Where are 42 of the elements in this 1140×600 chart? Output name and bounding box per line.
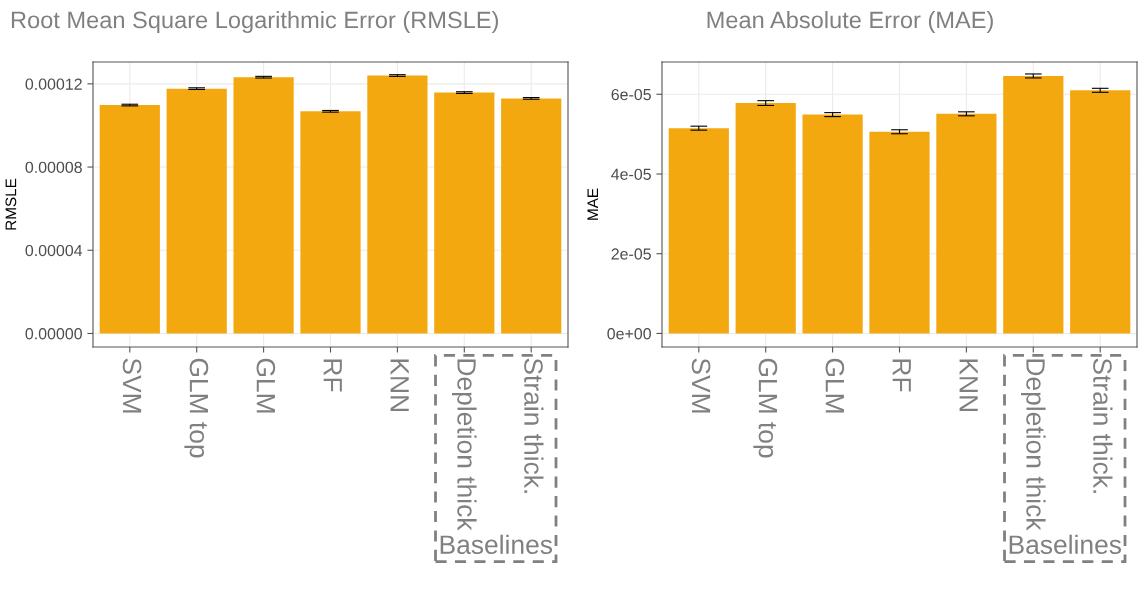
text: Baselines — [1009, 534, 1122, 555]
bar — [166, 88, 227, 334]
x-tick-label: Depletion thick — [452, 359, 477, 531]
y-axis-title: MAE — [587, 188, 598, 220]
x-tick-label: Strain thick. — [524, 358, 544, 493]
bar — [869, 131, 930, 334]
x-tick-label: GLM top — [753, 358, 778, 458]
y-tick-label: 4e-05 — [611, 168, 651, 180]
x-tick-label: RF — [892, 359, 911, 392]
y-tick-label: 2e-05 — [611, 248, 651, 260]
y-tick-label: 0.00004 — [25, 244, 83, 257]
x-tick-label: RF — [323, 359, 342, 392]
x-tick-label: Strain thick. — [1093, 358, 1113, 493]
y-tick-label: 0.00008 — [25, 161, 82, 173]
x-tick-label: SVM — [691, 358, 711, 413]
x-tick-label: GLM — [256, 358, 276, 413]
bar — [668, 128, 729, 334]
bar — [300, 111, 361, 334]
x-tick-label: SVM — [122, 358, 142, 413]
y-tick-label: 0.00000 — [25, 328, 82, 340]
x-tick-label: GLM top — [184, 358, 209, 458]
y-tick-label: 6e-05 — [611, 88, 651, 101]
chart-title: Mean Absolute Error (MAE) — [707, 10, 993, 33]
x-tick-label: Depletion thick — [1021, 359, 1046, 531]
bar — [501, 98, 562, 334]
bar — [233, 77, 294, 334]
bar — [802, 114, 863, 334]
bar — [99, 105, 160, 334]
chart-title: Root Mean Square Logarithmic Error (RMSLE) — [11, 10, 498, 33]
bar — [1003, 75, 1064, 334]
bar — [735, 103, 796, 334]
y-tick-label: 0e+00 — [607, 328, 651, 340]
bar — [367, 75, 428, 334]
bar — [1070, 90, 1131, 334]
x-tick-label: KNN — [959, 359, 978, 411]
text: Baselines — [440, 534, 553, 555]
x-tick-label: KNN — [390, 359, 409, 411]
x-tick-label: GLM — [825, 358, 845, 413]
bar — [936, 113, 997, 334]
bar — [434, 92, 495, 334]
y-tick-label: 0.00012 — [25, 78, 82, 90]
y-axis-title: RMSLE — [5, 178, 17, 230]
